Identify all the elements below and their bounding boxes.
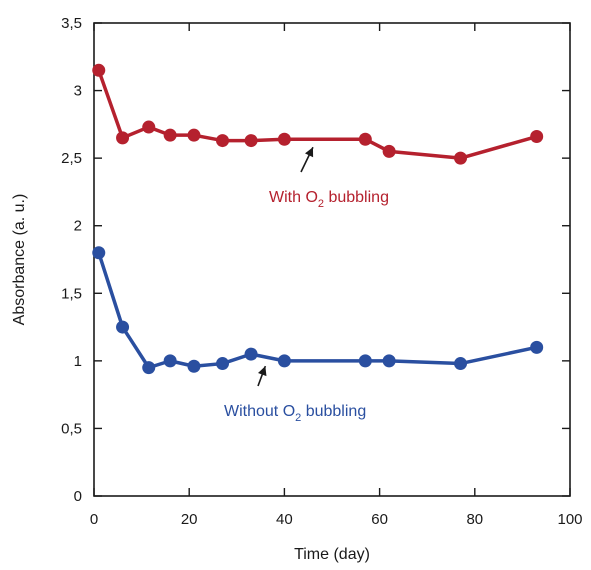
data-point [92, 63, 106, 77]
series-0 [92, 63, 544, 165]
annotation-text: Without O [224, 403, 295, 420]
data-point [163, 354, 177, 368]
data-point [216, 357, 230, 371]
annotation-text-tail: bubbling [324, 189, 389, 206]
series-line [97, 252, 538, 370]
annotation-text: With O [269, 189, 318, 206]
data-point [454, 357, 468, 371]
y-tick-label: 2 [74, 218, 82, 235]
annotation-subscript: 2 [295, 412, 301, 424]
y-tick-label: 0 [74, 488, 82, 505]
axis-tick-labels: 0 20 40 60 80 100 0 0,5 1 1,5 2 2,5 3 3,5 [61, 15, 582, 528]
data-point [530, 130, 544, 144]
data-point [358, 354, 372, 368]
plot-frame [93, 22, 571, 497]
series-line [97, 69, 538, 160]
annotation-label: Without O2 bubbling [224, 403, 366, 424]
y-tick-label: 1 [74, 353, 82, 370]
annotation-arrow-head [304, 147, 314, 158]
y-axis-title: Absorbance (a. u.) [11, 194, 28, 326]
axis-ticks [93, 22, 571, 497]
x-tick-label: 60 [371, 511, 388, 528]
data-point [382, 144, 396, 158]
y-tick-label: 2,5 [61, 150, 82, 167]
annotation-label: With O2 bubbling [269, 189, 389, 210]
data-point [116, 131, 130, 145]
x-tick-label: 40 [276, 511, 293, 528]
data-point [116, 320, 130, 334]
data-point [187, 359, 201, 373]
y-tick-label: 3 [74, 83, 82, 100]
data-point [142, 361, 156, 375]
data-point [454, 151, 468, 165]
data-point [187, 128, 201, 142]
data-point [382, 354, 396, 368]
y-tick-label: 3,5 [61, 15, 82, 32]
data-point [142, 120, 156, 134]
y-tick-label: 0,5 [61, 420, 82, 437]
annotation-0: With O2 bubbling [269, 146, 389, 210]
data-point [163, 128, 177, 142]
annotation-arrow-head [258, 366, 267, 377]
data-series [92, 63, 544, 375]
data-point [92, 246, 106, 260]
y-tick-label: 1,5 [61, 285, 82, 302]
data-point [277, 354, 291, 368]
annotation-text-tail: bubbling [301, 403, 366, 420]
x-tick-label: 80 [466, 511, 483, 528]
data-point [358, 132, 372, 146]
data-point [216, 134, 230, 148]
data-point [277, 132, 291, 146]
annotation-1: Without O2 bubbling [224, 365, 366, 424]
annotation-subscript: 2 [318, 198, 324, 210]
data-point [244, 347, 258, 361]
x-axis-title: Time (day) [294, 546, 370, 563]
x-tick-label: 100 [557, 511, 582, 528]
series-1 [92, 246, 544, 375]
x-tick-label: 20 [181, 511, 198, 528]
data-point [244, 134, 258, 148]
x-tick-label: 0 [90, 511, 98, 528]
data-point [530, 340, 544, 354]
